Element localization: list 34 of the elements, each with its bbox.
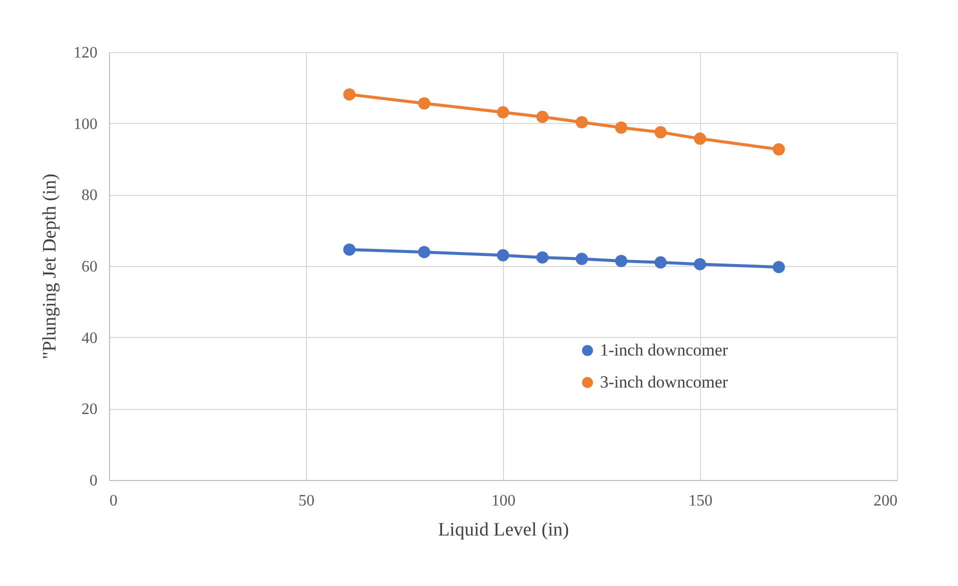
y-axis-title: "Plunging Jet Depth (in) <box>40 174 60 360</box>
point <box>343 88 356 101</box>
x-tick-label: 200 <box>874 492 898 510</box>
point <box>615 122 628 134</box>
y-tick-label: 120 <box>74 44 98 62</box>
point <box>536 251 549 264</box>
point <box>772 143 785 156</box>
x-axis-title: Liquid Level (in) <box>438 520 569 540</box>
point <box>654 126 667 138</box>
y-tick-label: 40 <box>82 330 98 347</box>
legend-label: 3-inch downcomer <box>600 372 728 392</box>
x-tick-label: 150 <box>688 492 712 510</box>
point <box>496 106 510 118</box>
point <box>694 258 706 270</box>
point <box>536 110 549 124</box>
point <box>576 116 588 128</box>
x-tick-label: 0 <box>110 492 118 510</box>
y-tick-label: 20 <box>82 401 98 418</box>
legend-label: 1-inch downcomer <box>600 340 728 360</box>
point <box>496 249 510 262</box>
point <box>418 97 430 110</box>
y-tick-label: 100 <box>74 116 98 133</box>
point <box>343 243 356 256</box>
point <box>615 254 628 268</box>
point <box>418 246 430 258</box>
y-tick-label: 80 <box>82 187 98 204</box>
point <box>576 252 588 265</box>
y-tick-label: 0 <box>90 472 98 490</box>
y-tick-label: 60 <box>82 258 98 276</box>
x-tick-label: 100 <box>492 492 516 510</box>
x-tick-label: 50 <box>298 492 314 510</box>
point <box>772 260 785 274</box>
point <box>694 132 706 145</box>
point <box>654 256 667 269</box>
